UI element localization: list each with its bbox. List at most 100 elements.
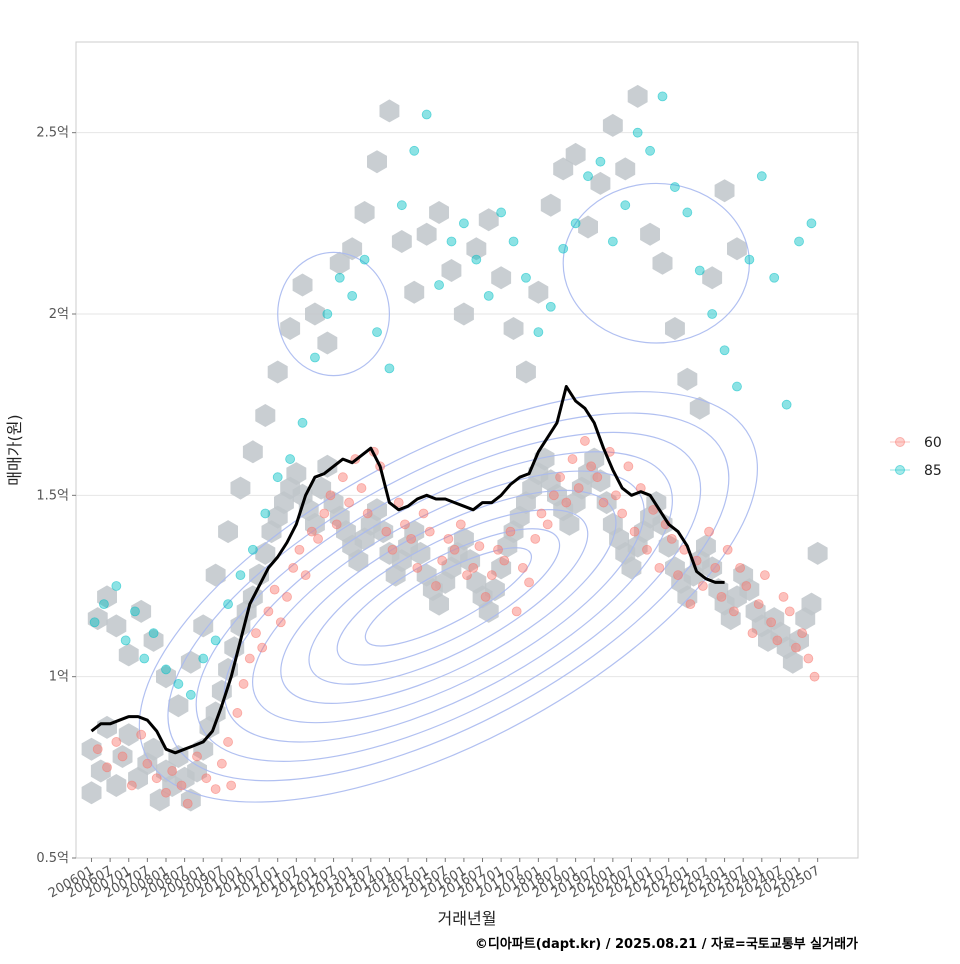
- point-60: [393, 497, 404, 508]
- point-60: [499, 555, 510, 566]
- point-85: [483, 290, 494, 301]
- point-60: [704, 526, 714, 537]
- point-85: [694, 265, 705, 276]
- point-60: [282, 591, 292, 602]
- hex-cell: [702, 556, 723, 580]
- y-tick-label: 2.5억: [36, 126, 69, 141]
- x-axis-title: 거래년월: [438, 909, 497, 928]
- point-85: [732, 381, 742, 392]
- point-60: [611, 490, 621, 501]
- point-60: [505, 526, 516, 537]
- point-85: [372, 327, 382, 338]
- hex-cell: [621, 556, 642, 580]
- point-85: [247, 544, 258, 555]
- hex-cell: [553, 157, 574, 181]
- point-60: [337, 472, 348, 483]
- density-contour-main-density: [364, 547, 533, 647]
- hex-cell: [416, 222, 437, 246]
- hex-cell: [329, 251, 350, 275]
- point-60: [424, 526, 435, 537]
- point-85: [446, 236, 457, 247]
- point-60: [126, 780, 137, 791]
- point-85: [359, 254, 370, 265]
- point-60: [548, 490, 559, 501]
- point-60: [741, 581, 752, 591]
- hex-cell: [81, 737, 102, 761]
- hex-cell: [453, 527, 474, 551]
- hex-cell: [559, 512, 580, 536]
- point-60: [232, 708, 243, 718]
- hex-cell: [90, 759, 111, 783]
- density-contour-main-density: [336, 528, 561, 666]
- point-85: [334, 272, 345, 283]
- point-85: [570, 218, 581, 229]
- point-60: [474, 541, 485, 552]
- x-axis: 2006012006072007012007072008012008072009…: [46, 858, 823, 901]
- density-contour-main-density: [167, 412, 730, 782]
- point-60: [797, 628, 808, 639]
- point-85: [794, 236, 804, 247]
- hex-cell: [218, 520, 238, 544]
- point-60: [623, 461, 634, 472]
- hex-cell: [180, 650, 201, 674]
- hex-cell: [348, 549, 369, 573]
- hex-cell: [534, 447, 555, 471]
- hex-cell: [286, 462, 307, 486]
- point-60: [629, 526, 640, 537]
- y-tick-label: 0.5억: [36, 851, 69, 866]
- point-85: [558, 243, 569, 254]
- point-60: [760, 570, 770, 581]
- point-85: [471, 254, 482, 265]
- point-60: [331, 519, 342, 530]
- point-60: [567, 454, 578, 464]
- point-60: [561, 497, 572, 508]
- hex-cell: [584, 447, 605, 471]
- point-85: [781, 399, 792, 410]
- point-60: [517, 562, 528, 573]
- legend-item-85[interactable]: 85: [890, 463, 942, 479]
- hex-cell: [255, 404, 276, 427]
- hex-cell: [466, 237, 487, 261]
- y-tick-label: 1.5억: [36, 488, 69, 503]
- trend-layer: [90, 385, 725, 755]
- point-85: [595, 156, 606, 167]
- hex-cell: [242, 440, 263, 464]
- hex-cell: [503, 317, 524, 340]
- point-85: [521, 272, 531, 283]
- point-85: [285, 454, 296, 464]
- hex-cell: [782, 650, 803, 674]
- hex-cell: [118, 643, 139, 667]
- point-60: [791, 642, 801, 653]
- point-60: [431, 581, 441, 591]
- hex-cell: [652, 512, 673, 536]
- point-60: [803, 653, 814, 664]
- hex-cell: [801, 592, 822, 616]
- legend: 60 85: [890, 435, 942, 479]
- hex-cell: [391, 230, 412, 253]
- point-60: [306, 526, 317, 537]
- point-85: [120, 635, 131, 646]
- hex-cell: [280, 317, 301, 340]
- point-85: [719, 345, 730, 356]
- point-60: [210, 784, 221, 794]
- hex-cell: [602, 113, 623, 137]
- point-60: [511, 606, 522, 617]
- hex-cell: [640, 222, 660, 246]
- hex-cell: [627, 84, 648, 108]
- point-60: [176, 780, 187, 791]
- point-85: [89, 617, 100, 628]
- point-60: [728, 606, 739, 617]
- hex-cell: [689, 396, 710, 420]
- hex-cell: [677, 367, 698, 391]
- hex-cell: [193, 614, 214, 638]
- point-60: [530, 533, 541, 544]
- legend-item-60[interactable]: 60: [890, 435, 942, 451]
- legend-label-85: 85: [924, 463, 942, 479]
- point-60: [418, 508, 429, 519]
- point-60: [437, 555, 448, 566]
- hex-cell: [205, 563, 226, 587]
- point-60: [412, 562, 423, 573]
- point-60: [809, 671, 820, 682]
- point-60: [117, 751, 128, 762]
- plot-frame: [75, 41, 859, 859]
